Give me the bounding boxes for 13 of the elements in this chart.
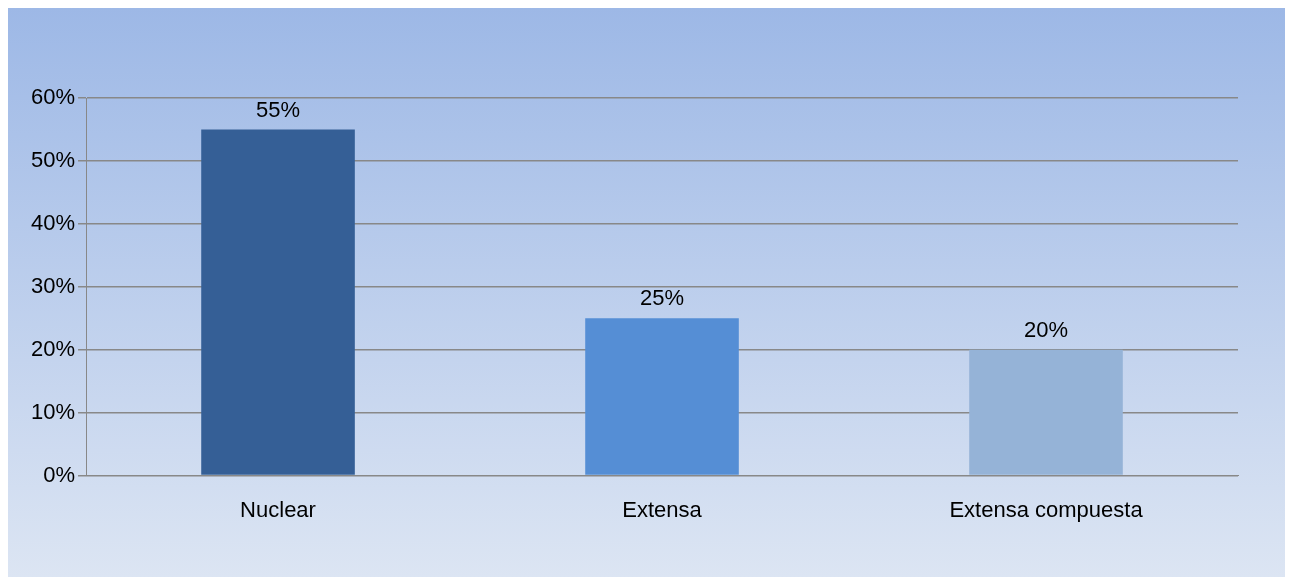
- y-tick-label: 30%: [30, 272, 76, 298]
- x-tick-label: Nuclear: [240, 496, 316, 522]
- y-tick-label: 50%: [30, 147, 76, 172]
- y-tick-label: 0%: [43, 461, 76, 487]
- data-label: 20%: [1023, 316, 1069, 342]
- x-tick-label: Extensa: [622, 496, 703, 522]
- data-label: 25%: [639, 285, 685, 311]
- x-tick-label: Extensa compuesta: [949, 496, 1144, 522]
- y-tick-label: 40%: [30, 209, 76, 235]
- y-tick-label: 10%: [30, 398, 76, 424]
- data-label: 55%: [256, 96, 301, 122]
- y-tick-label: 60%: [30, 84, 76, 110]
- y-tick-label: 20%: [30, 335, 76, 361]
